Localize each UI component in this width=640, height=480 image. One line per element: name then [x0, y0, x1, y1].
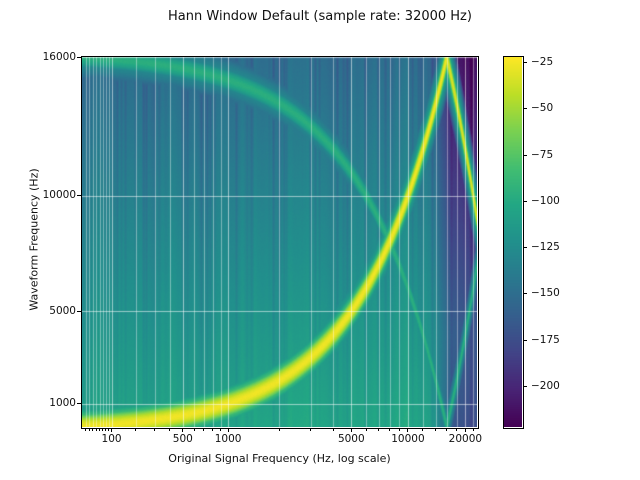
x-major-tick [111, 428, 113, 432]
y-major-tick [77, 56, 81, 58]
y-tick-label: 16000 [42, 50, 76, 63]
y-tick-label: 5000 [49, 304, 76, 317]
colorbar-tick [523, 293, 527, 295]
x-major-tick [227, 428, 229, 432]
x-minor-tick [456, 428, 458, 431]
x-minor-tick [310, 428, 311, 431]
y-tick-label: 1000 [49, 397, 76, 410]
colorbar-tick [523, 200, 527, 202]
x-minor-tick [365, 428, 367, 431]
x-tick-label: 1000 [214, 433, 242, 445]
x-minor-tick [169, 428, 171, 431]
colorbar-tick [523, 154, 527, 156]
y-major-tick [77, 310, 81, 312]
x-axis-label: Original Signal Frequency (Hz, log scale… [168, 452, 391, 465]
x-minor-tick [85, 428, 86, 431]
x-minor-tick [154, 428, 155, 431]
x-minor-tick [220, 428, 222, 431]
x-minor-tick [193, 428, 195, 431]
x-minor-tick [435, 428, 437, 431]
colorbar-tick-label: −25 [531, 56, 554, 69]
colorbar-tick-label: −150 [531, 287, 560, 300]
chart-title: Hann Window Default (sample rate: 32000 … [168, 9, 472, 24]
x-major-tick [350, 428, 352, 432]
x-tick-label: 5000 [337, 433, 365, 445]
x-tick-label: 10000 [391, 433, 425, 445]
colorbar-tick-label: −50 [531, 102, 554, 115]
x-major-tick [182, 428, 184, 432]
colorbar [504, 57, 522, 427]
x-tick-label: 500 [172, 433, 193, 445]
x-minor-tick [378, 428, 380, 431]
colorbar-tick-label: −75 [531, 148, 554, 161]
x-minor-tick [389, 428, 391, 431]
y-tick-label: 10000 [42, 189, 76, 202]
x-tick-label: 20000 [448, 433, 483, 445]
x-tick-label: 100 [101, 433, 122, 445]
spectrogram-heatmap [82, 57, 477, 427]
colorbar-tick-label: −175 [531, 333, 560, 346]
colorbar-tick [523, 385, 527, 387]
x-minor-tick [332, 428, 334, 431]
x-minor-tick [95, 428, 97, 431]
y-major-tick [77, 195, 81, 197]
x-minor-tick [88, 428, 90, 431]
x-major-tick [464, 428, 466, 432]
axes-frame [81, 56, 479, 429]
x-minor-tick [99, 428, 101, 431]
x-minor-tick [102, 428, 104, 431]
colorbar-tick [523, 62, 527, 64]
x-major-tick [407, 428, 409, 432]
x-minor-tick [135, 428, 137, 431]
x-minor-tick [278, 428, 280, 431]
colorbar-tick [523, 108, 527, 110]
x-minor-tick [203, 428, 205, 431]
colorbar-tick [523, 247, 527, 249]
colorbar-tick [523, 339, 527, 341]
x-minor-tick [212, 428, 214, 431]
x-minor-tick [108, 428, 110, 431]
x-minor-tick [472, 428, 474, 431]
colorbar-tick-label: −125 [531, 241, 560, 254]
x-minor-tick [105, 428, 107, 431]
x-minor-tick [92, 428, 94, 431]
colorbar-frame [503, 56, 524, 429]
x-minor-tick [398, 428, 400, 431]
colorbar-tick-label: −200 [531, 379, 560, 392]
x-minor-tick [422, 428, 424, 431]
x-minor-tick [446, 428, 448, 431]
y-major-tick [77, 403, 81, 405]
colorbar-tick-label: −100 [531, 194, 560, 207]
